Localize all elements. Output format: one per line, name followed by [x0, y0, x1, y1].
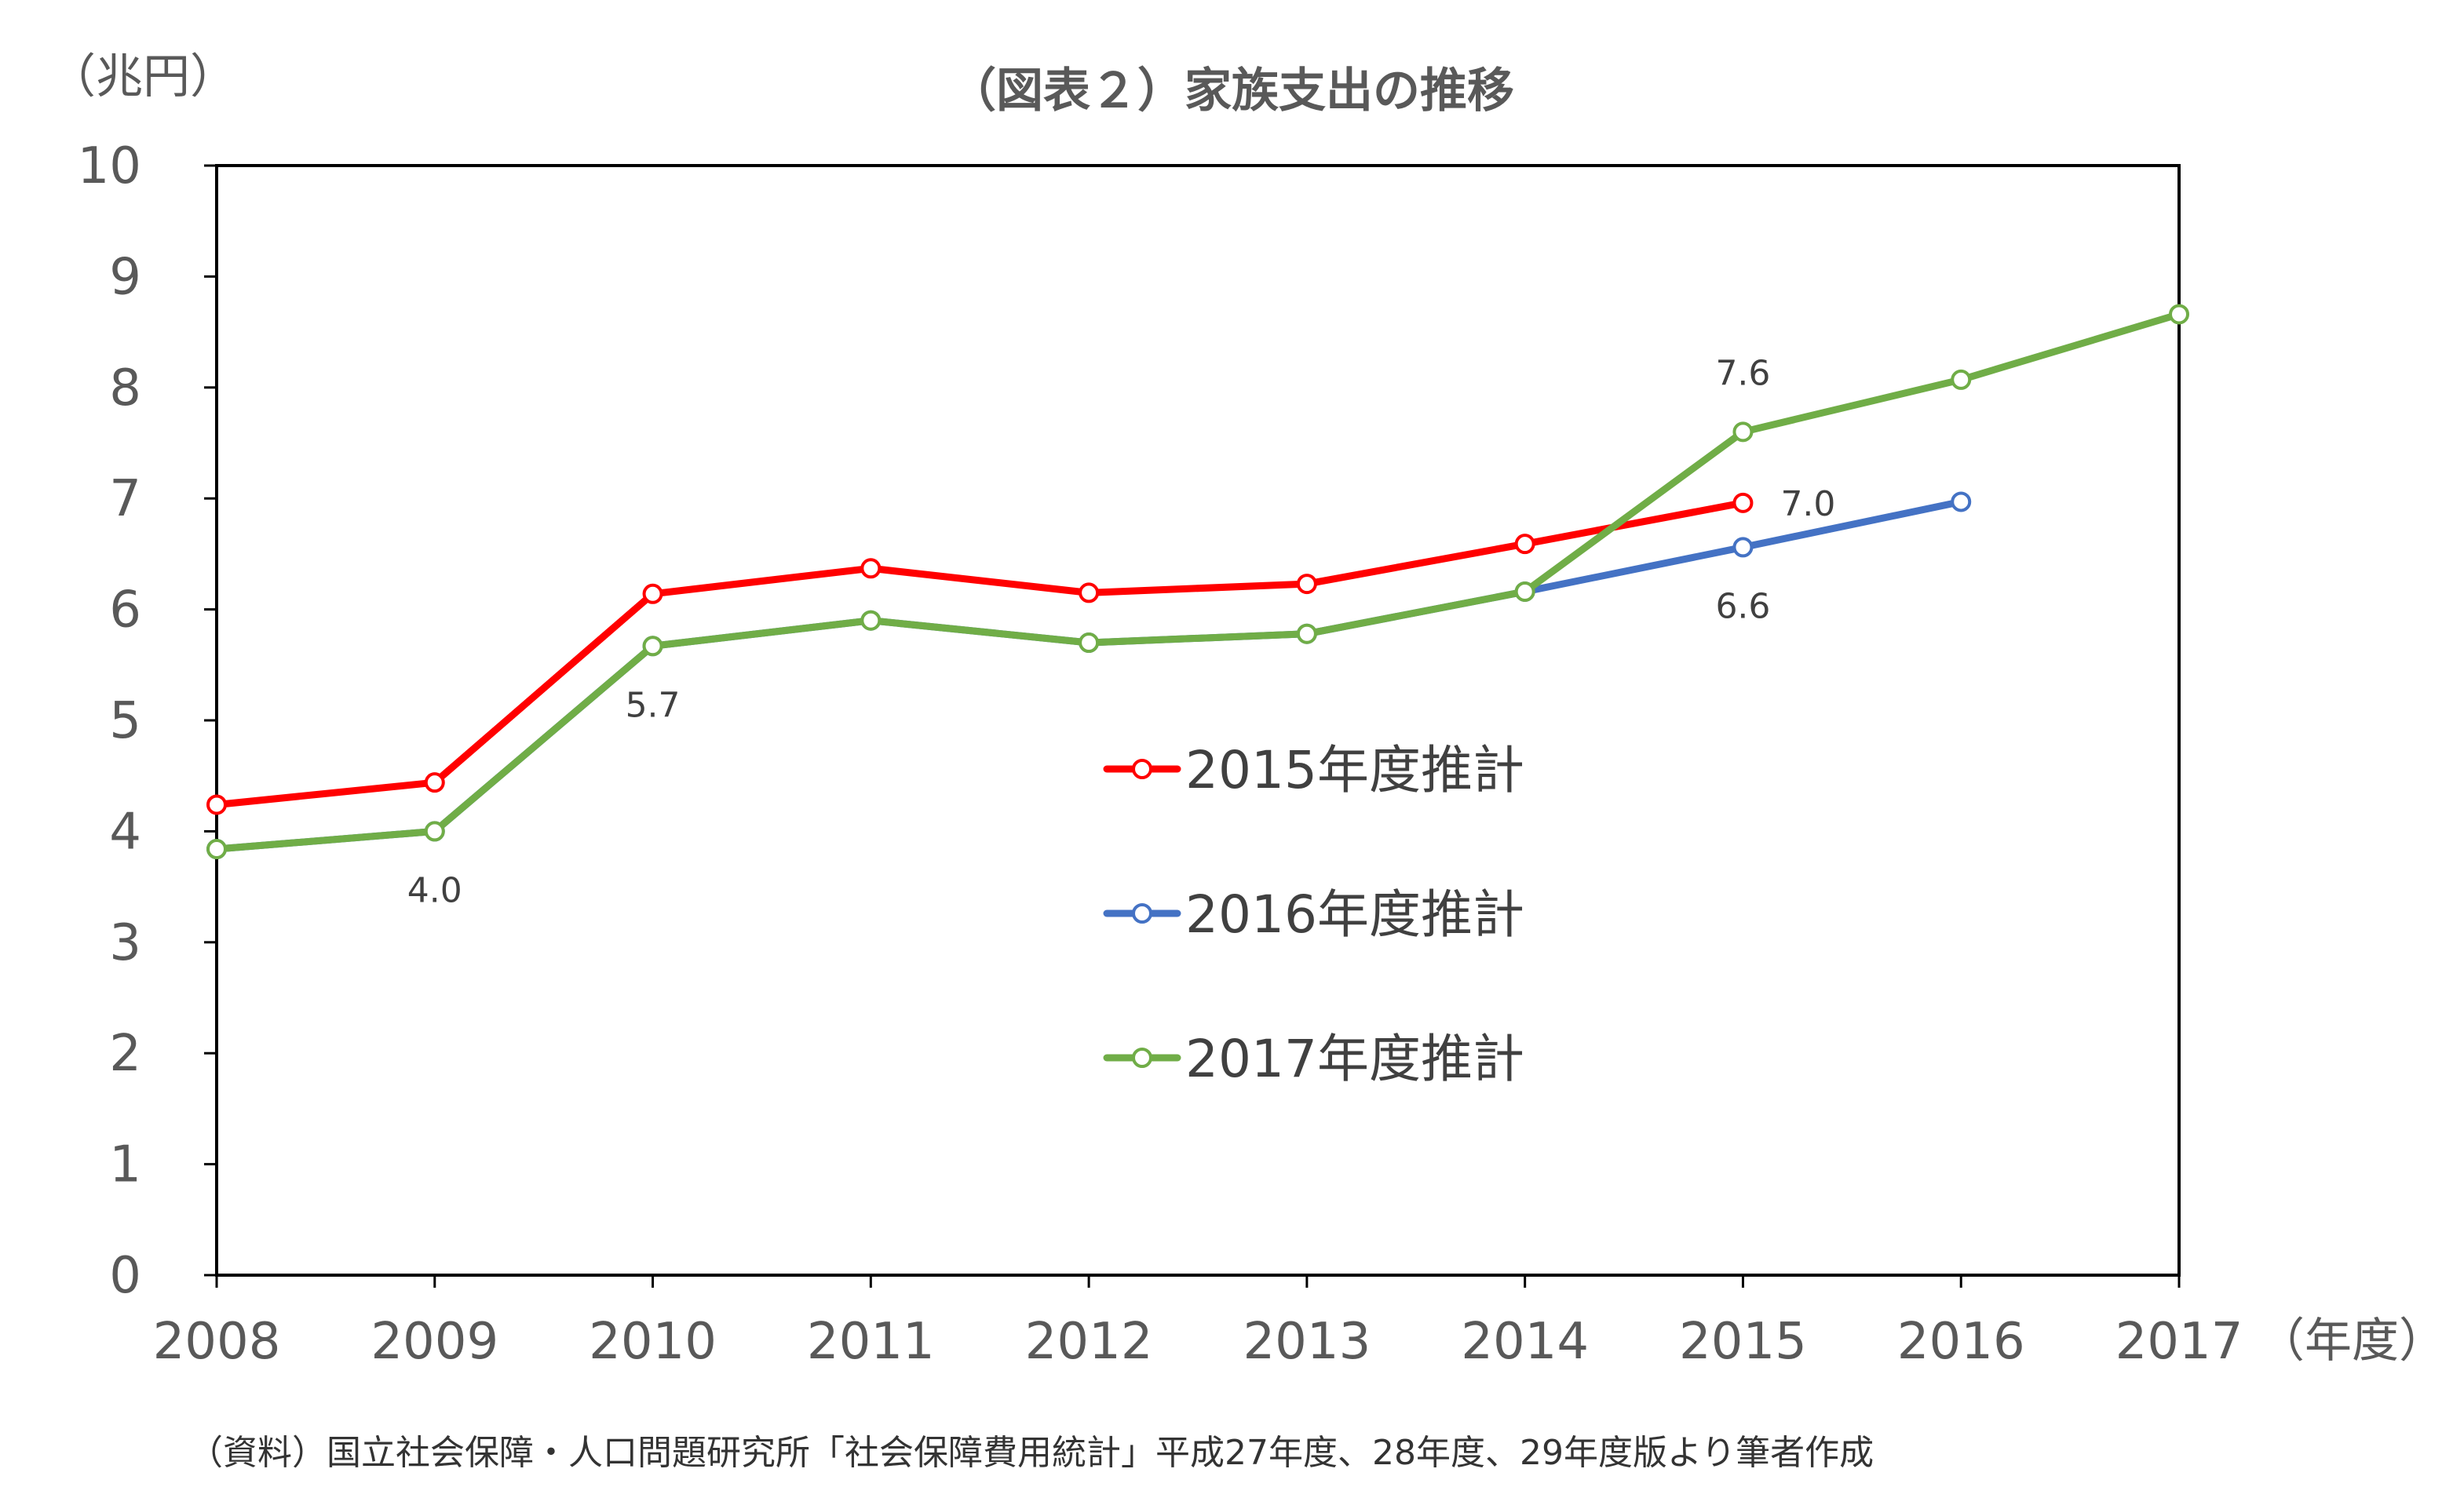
legend-swatch-marker — [1132, 1048, 1152, 1068]
data-point — [206, 794, 227, 815]
legend-item: 2016年度推計 — [1103, 884, 1524, 945]
data-label: 7.6 — [1715, 353, 1770, 393]
data-point — [1079, 632, 1100, 654]
x-axis-unit-label: （年度） — [2258, 1314, 2446, 1369]
y-tick-label: 4 — [109, 803, 141, 861]
y-tick-label: 5 — [109, 692, 141, 750]
data-label: 5.7 — [626, 685, 681, 725]
x-tick-label: 2017 — [2115, 1313, 2243, 1371]
y-axis-unit-label: （兆円） — [49, 49, 237, 104]
legend-swatch-marker — [1132, 759, 1152, 779]
data-point — [1951, 491, 1972, 512]
data-labels: 4.0 5.7 7.6 7.0 6.6 — [407, 353, 1836, 910]
data-point — [642, 583, 663, 604]
data-point — [1514, 534, 1535, 555]
data-point — [1514, 581, 1535, 602]
x-tick-label: 2008 — [153, 1313, 281, 1371]
data-point — [206, 839, 227, 860]
data-point — [1079, 582, 1100, 603]
data-point — [642, 636, 663, 657]
x-tick-label: 2010 — [589, 1313, 717, 1371]
data-point — [1732, 537, 1754, 558]
data-point — [860, 610, 882, 631]
data-point — [2169, 304, 2189, 325]
y-tick-label: 1 — [109, 1136, 141, 1194]
legend-item: 2015年度推計 — [1103, 740, 1524, 800]
y-tick-label: 10 — [78, 137, 141, 195]
legend: 2015年度推計 2016年度推計 2017年度推計 — [1103, 740, 1524, 1089]
x-tick-label: 2012 — [1025, 1313, 1153, 1371]
series-layer — [206, 304, 2189, 860]
data-point — [1951, 369, 1972, 390]
data-label: 7.0 — [1780, 484, 1835, 524]
series-2017年度推計 — [206, 304, 2189, 860]
y-tick-label: 3 — [109, 914, 141, 972]
data-point — [424, 821, 445, 842]
legend-swatch-marker — [1132, 903, 1152, 924]
chart-title: （図表２）家族支出の推移 — [949, 64, 1514, 118]
data-point — [860, 558, 882, 579]
legend-label: 2015年度推計 — [1185, 740, 1524, 800]
data-label: 4.0 — [407, 870, 462, 910]
x-tick-label: 2016 — [1897, 1313, 2025, 1371]
series-line — [213, 310, 2183, 853]
y-tick-label: 8 — [109, 359, 141, 417]
source-note: （資料）国立社会保障・人口問題研究所「社会保障費用統計」平成27年度、28年度、… — [188, 1433, 1874, 1473]
y-tick-label: 0 — [109, 1247, 141, 1305]
data-point — [1732, 421, 1754, 443]
x-tick-label: 2014 — [1461, 1313, 1589, 1371]
legend-label: 2017年度推計 — [1185, 1029, 1524, 1089]
y-axis: 0 1 2 3 4 5 6 7 8 9 10 — [78, 137, 217, 1305]
x-tick-label: 2009 — [371, 1313, 498, 1371]
data-point — [1296, 623, 1317, 644]
data-point — [1296, 574, 1317, 595]
y-tick-label: 7 — [109, 470, 141, 528]
series-2015年度推計 — [206, 492, 1754, 815]
y-tick-label: 9 — [109, 248, 141, 306]
legend-label: 2016年度推計 — [1185, 884, 1524, 945]
x-tick-label: 2013 — [1243, 1313, 1371, 1371]
x-tick-label: 2015 — [1679, 1313, 1807, 1371]
y-tick-label: 6 — [109, 581, 141, 640]
legend-item: 2017年度推計 — [1103, 1029, 1524, 1089]
series-line — [213, 499, 1747, 808]
y-tick-label: 2 — [109, 1025, 141, 1083]
data-point — [1732, 492, 1754, 513]
x-axis: 2008 2009 2010 2011 2012 2013 2014 2015 2016 2017… — [153, 1275, 2446, 1371]
data-label: 6.6 — [1715, 586, 1770, 626]
x-tick-label: 2011 — [807, 1313, 935, 1371]
data-point — [424, 772, 445, 793]
